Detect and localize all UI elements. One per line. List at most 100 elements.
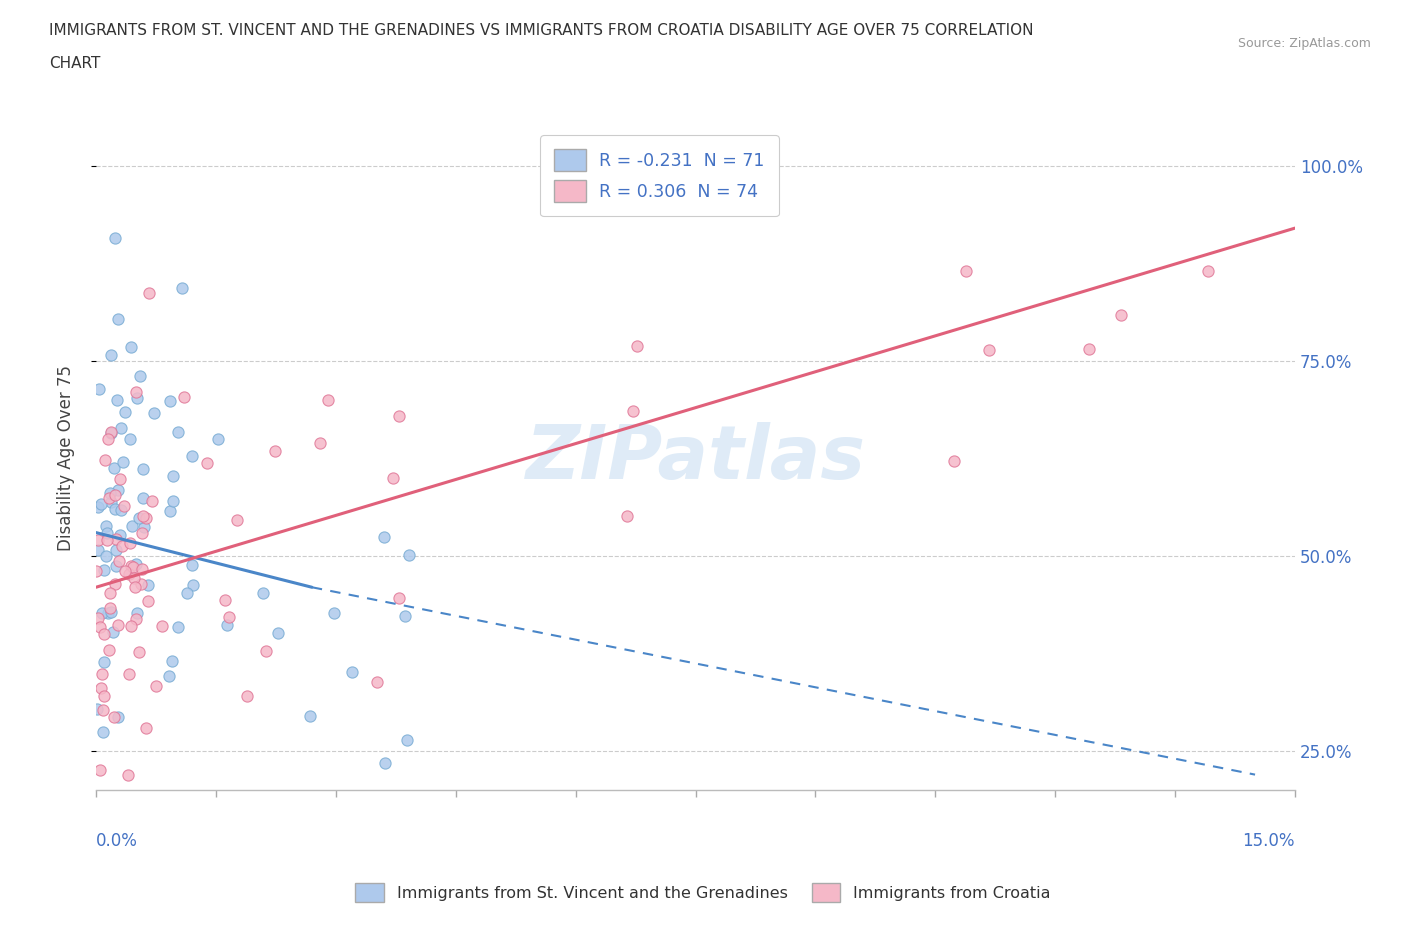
Point: [132, 509, 155, 524]
Point: [621, 404, 644, 418]
Point: [105, 392, 128, 407]
Point: [104, 488, 127, 503]
Point: [107, 618, 129, 632]
Point: [160, 654, 183, 669]
Point: [100, 424, 122, 439]
Point: [111, 538, 134, 553]
Point: [235, 688, 257, 703]
Point: [134, 520, 156, 535]
Point: [128, 644, 150, 659]
Point: [94, 453, 117, 468]
Point: [87, 533, 110, 548]
Point: [107, 554, 129, 569]
Point: [96, 533, 118, 548]
Point: [100, 601, 122, 616]
Point: [110, 420, 132, 435]
Legend: R = -0.231  N = 71, R = 0.306  N = 74: R = -0.231 N = 71, R = 0.306 N = 74: [540, 135, 779, 217]
Text: Source: ZipAtlas.com: Source: ZipAtlas.com: [1237, 37, 1371, 50]
Point: [93, 703, 115, 718]
Point: [342, 665, 364, 680]
Point: [131, 525, 153, 540]
Point: [387, 409, 409, 424]
Point: [93, 627, 115, 642]
Point: [181, 578, 204, 592]
Point: [225, 512, 247, 527]
Point: [162, 468, 184, 483]
Point: [117, 767, 139, 782]
Point: [93, 563, 115, 578]
Point: [98, 490, 121, 505]
Point: [118, 666, 141, 681]
Point: [96, 526, 118, 541]
Point: [1078, 341, 1101, 356]
Point: [86, 564, 108, 578]
Point: [93, 655, 115, 670]
Point: [136, 594, 159, 609]
Point: [180, 557, 202, 572]
Point: [100, 426, 122, 441]
Point: [180, 449, 202, 464]
Point: [118, 566, 141, 581]
Point: [159, 503, 181, 518]
Point: [93, 724, 115, 739]
Point: [131, 562, 153, 577]
Text: ZIPatlas: ZIPatlas: [526, 422, 866, 495]
Point: [97, 643, 120, 658]
Point: [87, 382, 110, 397]
Text: IMMIGRANTS FROM ST. VINCENT AND THE GRENADINES VS IMMIGRANTS FROM CROATIA DISABI: IMMIGRANTS FROM ST. VINCENT AND THE GREN…: [49, 23, 1033, 38]
Point: [108, 527, 131, 542]
Point: [135, 511, 157, 525]
Point: [118, 536, 141, 551]
Point: [955, 264, 977, 279]
Point: [100, 494, 122, 509]
Point: [170, 281, 193, 296]
Point: [104, 531, 127, 546]
Point: [132, 462, 155, 477]
Point: [101, 625, 124, 640]
Point: [127, 391, 149, 405]
Point: [125, 384, 148, 399]
Point: [97, 432, 120, 446]
Point: [124, 579, 146, 594]
Point: [120, 432, 142, 446]
Point: [89, 620, 111, 635]
Point: [125, 557, 148, 572]
Point: [173, 390, 195, 405]
Point: [316, 392, 339, 407]
Point: [122, 560, 145, 575]
Point: [166, 619, 188, 634]
Point: [128, 511, 150, 525]
Point: [1109, 308, 1132, 323]
Point: [121, 518, 143, 533]
Point: [132, 491, 155, 506]
Point: [124, 571, 146, 586]
Text: 15.0%: 15.0%: [1243, 832, 1295, 850]
Point: [107, 312, 129, 326]
Point: [96, 519, 118, 534]
Point: [388, 590, 411, 604]
Point: [98, 485, 121, 500]
Point: [104, 577, 127, 591]
Point: [616, 509, 638, 524]
Point: [100, 348, 122, 363]
Point: [129, 368, 152, 383]
Point: [264, 444, 287, 458]
Point: [162, 494, 184, 509]
Point: [135, 720, 157, 735]
Point: [89, 763, 111, 777]
Point: [145, 678, 167, 693]
Point: [120, 618, 142, 633]
Point: [977, 343, 1000, 358]
Point: [252, 586, 274, 601]
Point: [176, 585, 198, 600]
Y-axis label: Disability Age Over 75: Disability Age Over 75: [58, 365, 75, 551]
Point: [94, 549, 117, 564]
Point: [943, 454, 966, 469]
Point: [366, 675, 388, 690]
Point: [308, 436, 330, 451]
Legend: Immigrants from St. Vincent and the Grenadines, Immigrants from Croatia: Immigrants from St. Vincent and the Gren…: [349, 877, 1057, 908]
Point: [159, 393, 181, 408]
Point: [90, 666, 112, 681]
Point: [104, 231, 127, 246]
Point: [215, 618, 238, 632]
